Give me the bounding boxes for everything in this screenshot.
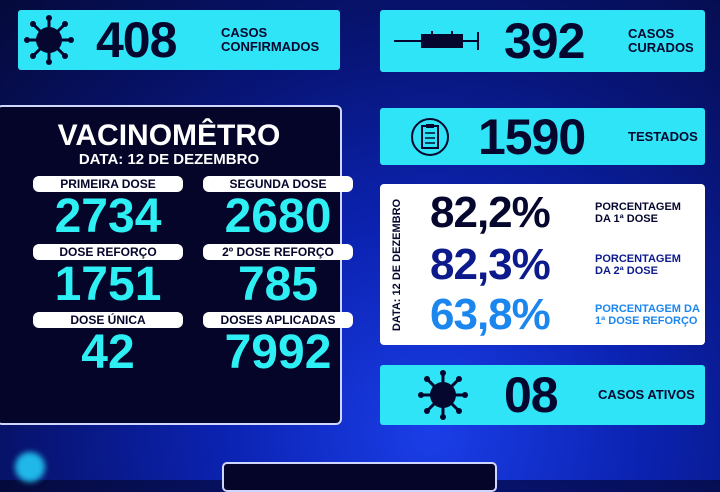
stat-doses-applied: DOSES APLICADAS 7992 bbox=[203, 312, 353, 378]
pct-label: PORCENTAGEM bbox=[595, 253, 681, 265]
syringe-icon bbox=[394, 31, 479, 50]
stat-second-booster: 2º DOSE REFORÇO 785 bbox=[203, 244, 353, 310]
stat-value: 2680 bbox=[224, 190, 332, 243]
clipboard-icon bbox=[411, 117, 449, 156]
virus-icon bbox=[24, 15, 74, 65]
active-value: 08 bbox=[504, 367, 559, 423]
stat-value: 1751 bbox=[54, 258, 162, 311]
stat-value: 7992 bbox=[224, 326, 332, 379]
stat-label: 2º DOSE REFORÇO bbox=[203, 244, 353, 260]
stat-value: 2734 bbox=[54, 190, 162, 243]
pct-label: PORCENTAGEM bbox=[595, 201, 681, 213]
stat-label: PRIMEIRA DOSE bbox=[33, 176, 183, 192]
confirmed-label: CASOS bbox=[221, 25, 268, 40]
pct-row-first-dose: 82,2% PORCENTAGEM DA 1ª DOSE bbox=[430, 188, 681, 238]
confirmed-value: 408 bbox=[96, 12, 177, 68]
pct-label-2: DA 2ª DOSE bbox=[595, 265, 658, 277]
percentages-date: DATA: 12 DE DEZEMBRO bbox=[391, 198, 403, 331]
tested-card: 1590 TESTADOS bbox=[380, 108, 705, 165]
confirmed-card: 408 CASOS CONFIRMADOS bbox=[18, 10, 340, 70]
cured-label-2: CURADOS bbox=[628, 40, 694, 55]
stat-label: SEGUNDA DOSE bbox=[203, 176, 353, 192]
virus-icon bbox=[418, 370, 468, 420]
pct-label-2: DA 1ª DOSE bbox=[595, 213, 658, 225]
stat-value: 42 bbox=[81, 326, 135, 379]
vacinometro-title: VACINOMÊTRO bbox=[57, 119, 281, 152]
pct-row-booster: 63,8% PORCENTAGEM DA 1ª DOSE REFORÇO bbox=[430, 290, 700, 340]
active-card: 08 CASOS ATIVOS bbox=[380, 365, 705, 425]
vacinometro-date: DATA: 12 DE DEZEMBRO bbox=[78, 151, 260, 168]
cured-value: 392 bbox=[504, 13, 585, 69]
stat-single-dose: DOSE ÚNICA 42 bbox=[33, 312, 183, 378]
cured-label: CASOS bbox=[628, 26, 675, 41]
stat-second-dose: SEGUNDA DOSE 2680 bbox=[203, 176, 353, 242]
pct-label-2: 1ª DOSE REFORÇO bbox=[595, 315, 698, 327]
stat-label: DOSES APLICADAS bbox=[203, 312, 353, 328]
decorative-glow bbox=[15, 452, 45, 482]
stat-label: DOSE REFORÇO bbox=[33, 244, 183, 260]
stat-first-dose: PRIMEIRA DOSE 2734 bbox=[33, 176, 183, 242]
bottom-panel bbox=[222, 462, 497, 492]
percentages-panel: DATA: 12 DE DEZEMBRO 82,2% PORCENTAGEM DA … bbox=[380, 184, 705, 345]
tested-label: TESTADOS bbox=[628, 128, 698, 144]
active-label: CASOS ATIVOS bbox=[598, 387, 695, 402]
stat-value: 785 bbox=[237, 258, 319, 311]
pct-value: 82,2% bbox=[430, 188, 551, 237]
confirmed-label-2: CONFIRMADOS bbox=[221, 39, 320, 54]
stat-label: DOSE ÚNICA bbox=[33, 312, 183, 328]
tested-value: 1590 bbox=[478, 108, 586, 165]
pct-row-second-dose: 82,3% PORCENTAGEM DA 2ª DOSE bbox=[430, 240, 681, 290]
pct-label: PORCENTAGEM DA bbox=[595, 303, 700, 315]
pct-value: 63,8% bbox=[430, 290, 551, 339]
vacinometro-panel: VACINOMÊTRO DATA: 12 DE DEZEMBRO PRIMEIR… bbox=[0, 105, 353, 425]
pct-value: 82,3% bbox=[430, 240, 551, 289]
cured-card: 392 CASOS CURADOS bbox=[380, 10, 705, 72]
stat-booster: DOSE REFORÇO 1751 bbox=[33, 244, 183, 310]
